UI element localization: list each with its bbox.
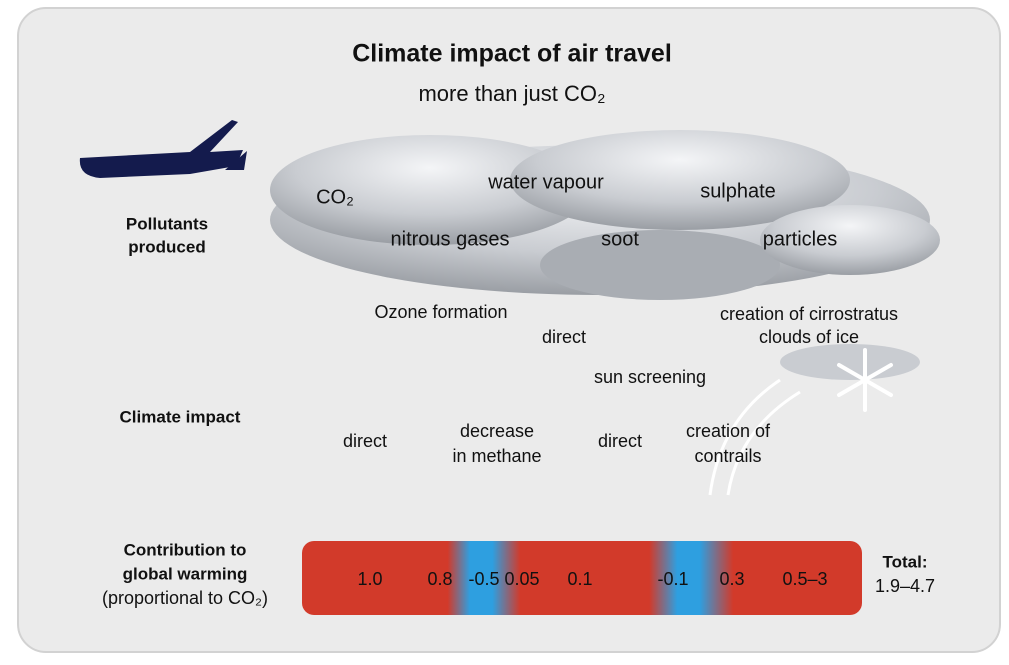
impact: creation of <box>686 421 771 441</box>
title: Climate impact of air travel <box>352 40 672 68</box>
contribution-value: 0.3 <box>719 569 744 589</box>
contribution-value: -0.5 <box>468 569 499 589</box>
contribution-value: 0.5–3 <box>782 569 827 589</box>
row-label: produced <box>128 237 205 256</box>
row-label: Pollutants <box>126 214 208 233</box>
impact: direct <box>598 431 642 451</box>
contribution-value: 0.8 <box>427 569 452 589</box>
contribution-value: -0.1 <box>657 569 688 589</box>
pollutant: nitrous gases <box>391 228 510 250</box>
pollutant: particles <box>763 228 837 250</box>
pollutant: soot <box>601 228 639 250</box>
row-label: Contribution to <box>124 540 247 559</box>
total-label: Total: <box>882 552 927 571</box>
row-label: Climate impact <box>120 407 241 426</box>
pollutant: sulphate <box>700 180 776 202</box>
pollutant: water vapour <box>487 171 604 193</box>
impact: Ozone formation <box>374 302 507 322</box>
total-value: 1.9–4.7 <box>875 576 935 596</box>
subtitle: more than just CO₂ <box>418 81 605 106</box>
row-note: (proportional to CO₂) <box>102 588 268 608</box>
row-label: global warming <box>123 564 248 583</box>
impact: decrease <box>460 421 534 441</box>
contribution-value: 0.1 <box>567 569 592 589</box>
contribution-value: 1.0 <box>357 569 382 589</box>
impact: clouds of ice <box>759 327 859 347</box>
infographic: Climate impact of air travel more than j… <box>0 0 1009 661</box>
impact: in methane <box>452 446 541 466</box>
impact: sun screening <box>594 367 706 387</box>
pollutant: CO₂ <box>316 186 354 208</box>
impact: creation of cirrostratus <box>720 304 898 324</box>
impact: contrails <box>694 446 761 466</box>
contribution-value: 0.05 <box>504 569 539 589</box>
impact: direct <box>542 327 586 347</box>
impact: direct <box>343 431 387 451</box>
